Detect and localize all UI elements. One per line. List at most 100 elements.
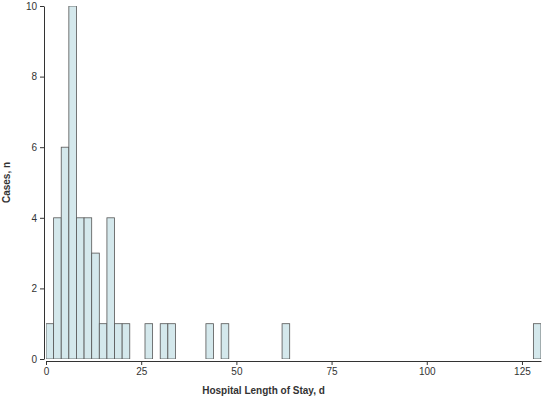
- bar: [396, 359, 404, 360]
- bar: [61, 147, 69, 359]
- bar: [259, 359, 267, 360]
- bar: [107, 218, 115, 359]
- tick-label: 100: [419, 366, 436, 377]
- bar: [191, 359, 199, 360]
- x-axis: 0 25 50 75 100 125: [44, 361, 542, 377]
- bar: [328, 359, 336, 360]
- tick-mark: [46, 361, 47, 365]
- tick-mark: [332, 361, 333, 365]
- bar: [297, 359, 305, 360]
- axis-line: [47, 361, 542, 362]
- bar: [160, 324, 168, 359]
- bar: [389, 359, 397, 360]
- bar: [92, 253, 100, 359]
- bar: [412, 359, 420, 360]
- bar: [373, 359, 381, 360]
- bar: [290, 359, 298, 360]
- bar: [145, 324, 153, 359]
- bar: [503, 359, 511, 360]
- bar: [54, 218, 62, 359]
- bar: [229, 359, 237, 360]
- bar: [244, 359, 252, 360]
- bar: [495, 359, 503, 360]
- bar: [153, 359, 161, 360]
- bar: [137, 359, 145, 360]
- bar: [335, 359, 343, 360]
- bar: [221, 324, 229, 359]
- bar: [526, 359, 534, 360]
- tick: 125: [514, 361, 531, 377]
- tick: 0: [31, 354, 44, 365]
- tick: 8: [31, 71, 44, 82]
- tick: 2: [31, 283, 44, 294]
- bar: [518, 359, 526, 360]
- tick-label: 10: [26, 1, 38, 12]
- tick-mark: [40, 147, 44, 148]
- y-axis: 0 2 4 6 8 10: [26, 1, 45, 365]
- tick-mark: [40, 77, 44, 78]
- bar: [274, 359, 282, 360]
- bar: [351, 359, 359, 360]
- bar: [472, 359, 480, 360]
- bar: [198, 359, 206, 360]
- bar: [168, 324, 176, 359]
- bar: [533, 324, 541, 359]
- bar: [343, 359, 351, 360]
- bar: [358, 359, 366, 360]
- bar: [427, 359, 435, 360]
- tick: 6: [31, 142, 44, 153]
- bar: [366, 359, 374, 360]
- tick-label: 25: [136, 366, 148, 377]
- tick-label: 75: [327, 366, 339, 377]
- bar: [69, 6, 77, 359]
- bar: [381, 359, 389, 360]
- tick: 10: [26, 1, 44, 12]
- bar: [267, 359, 275, 360]
- tick-mark: [141, 361, 142, 365]
- tick-mark: [522, 361, 523, 365]
- bar: [130, 359, 138, 360]
- tick-label: 4: [31, 213, 37, 224]
- bar: [419, 359, 427, 360]
- bar: [434, 359, 442, 360]
- bar: [488, 359, 496, 360]
- bar: [99, 324, 107, 359]
- bar: [465, 359, 473, 360]
- tick: 0: [44, 361, 50, 377]
- tick: 75: [327, 361, 339, 377]
- tick: 25: [136, 361, 148, 377]
- bar: [404, 359, 412, 360]
- bar: [214, 359, 222, 360]
- bar: [320, 359, 328, 360]
- bar: [305, 359, 313, 360]
- bar: [175, 359, 183, 360]
- tick: 4: [31, 213, 44, 224]
- bar: [457, 359, 465, 360]
- bar: [511, 359, 519, 360]
- tick-label: 0: [31, 354, 37, 365]
- tick-mark: [40, 218, 44, 219]
- tick-label: 50: [231, 366, 243, 377]
- tick-label: 0: [44, 366, 50, 377]
- bars: [46, 6, 541, 359]
- tick-mark: [40, 6, 44, 7]
- bar: [282, 324, 290, 359]
- tick-mark: [427, 361, 428, 365]
- bar: [236, 359, 244, 360]
- tick-mark: [40, 288, 44, 289]
- bar: [450, 359, 458, 360]
- bar: [442, 359, 450, 360]
- tick-label: 125: [514, 366, 531, 377]
- tick-label: 2: [31, 283, 37, 294]
- tick: 100: [419, 361, 436, 377]
- x-axis-title: Hospital Length of Stay, d: [202, 385, 325, 396]
- bar: [252, 359, 260, 360]
- tick-label: 8: [31, 71, 37, 82]
- bar: [46, 324, 54, 359]
- bar: [480, 359, 488, 360]
- bar: [76, 218, 84, 359]
- bar: [115, 324, 123, 359]
- tick-label: 6: [31, 142, 37, 153]
- bar: [122, 324, 130, 359]
- chart: 0 25 50 75 100 125 0 2 4 6 8 10 Hospital Length of S…: [0, 0, 544, 400]
